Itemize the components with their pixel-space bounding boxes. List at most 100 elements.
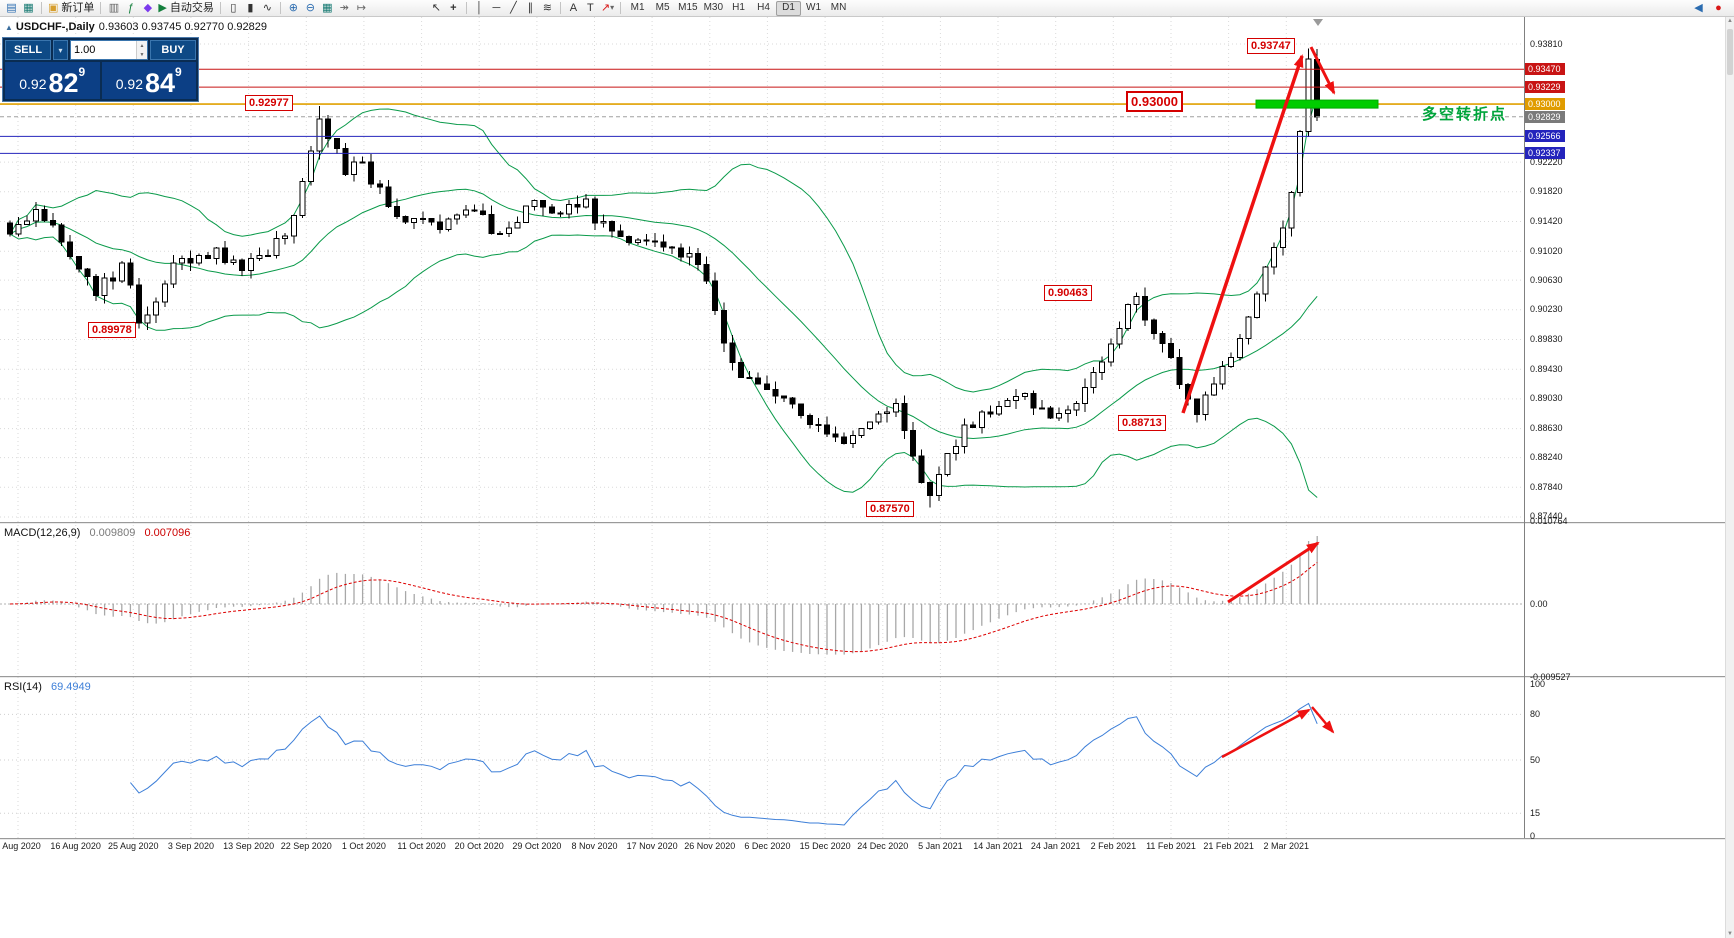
scrollbar-thumb[interactable] <box>1727 29 1733 75</box>
auto-scroll-button[interactable]: ↠ <box>336 1 353 16</box>
auto-trading-button[interactable]: ▶ 自动交易 <box>156 1 215 16</box>
buy-price-pip: 9 <box>175 65 182 79</box>
scroll-down-icon[interactable]: ▼ <box>1727 931 1733 937</box>
timeframe-m5-button[interactable]: M5 <box>650 1 675 16</box>
timeframe-mn-button[interactable]: MN <box>826 1 851 16</box>
metaeditor-button[interactable]: ◆ <box>139 1 156 16</box>
fibonacci-button[interactable]: ≋ <box>539 1 556 16</box>
channel-button[interactable]: ∥ <box>522 1 539 16</box>
volume-stepper[interactable]: ▲ ▼ <box>70 40 148 60</box>
key-level-highlight[interactable] <box>1255 99 1379 109</box>
timeframe-h4-button[interactable]: H4 <box>751 1 776 16</box>
new-chart-icon: ▤ <box>6 1 17 14</box>
price-level-lines[interactable] <box>0 68 1524 154</box>
crosshair-button[interactable]: + <box>445 1 462 16</box>
timeframe-m15-button[interactable]: M15 <box>675 1 700 16</box>
auto-trading-label: 自动交易 <box>169 1 214 14</box>
toolbar-right-group: ◀ ● <box>1690 1 1731 16</box>
cursor-button[interactable]: ↖ <box>428 1 445 16</box>
zoom-out-button[interactable]: ⊖ <box>302 1 319 16</box>
horizontal-line-icon: ─ <box>492 1 501 14</box>
bar-chart-button[interactable]: ▯ <box>225 1 242 16</box>
trendline-icon: ╱ <box>510 1 517 14</box>
trend-arrow[interactable] <box>1181 54 1304 414</box>
sell-price-button[interactable]: 0.92 82 9 <box>5 62 100 99</box>
trendline-button[interactable]: ╱ <box>505 1 522 16</box>
metaeditor-icon: ◆ <box>143 1 153 14</box>
toolbar-separator <box>219 2 221 14</box>
channel-icon: ∥ <box>527 1 534 14</box>
volume-dropdown[interactable]: ▾ <box>53 40 68 60</box>
toolbar-separator <box>620 2 622 14</box>
arrows-tool-button[interactable]: ↗ ▾ <box>599 1 616 16</box>
buy-price-big: 84 <box>145 68 176 99</box>
turning-point-note[interactable]: 多空转折点 <box>1422 106 1508 123</box>
price-divider <box>99 62 102 99</box>
profiles-button[interactable]: ▦ <box>20 1 37 16</box>
trend-arrow[interactable] <box>1309 46 1336 95</box>
timeframe-w1-button[interactable]: W1 <box>801 1 826 16</box>
record-button[interactable]: ● <box>1710 1 1727 16</box>
macd-value-main: 0.009809 <box>89 527 136 539</box>
trend-arrow[interactable] <box>1227 541 1320 604</box>
text-label-button[interactable]: T <box>582 1 599 16</box>
chart-shift-button[interactable]: ↦ <box>353 1 370 16</box>
zoom-in-icon: ⊕ <box>288 1 298 14</box>
horizontal-line-button[interactable]: ─ <box>488 1 505 16</box>
toolbar-separator <box>279 2 281 14</box>
candles <box>7 48 1321 508</box>
terminal-button[interactable]: ▥ <box>105 1 122 16</box>
vertical-line-button[interactable]: │ <box>471 1 488 16</box>
rsi-pane <box>0 702 1524 826</box>
line-chart-icon: ∿ <box>262 1 272 14</box>
spin-down-icon[interactable]: ▼ <box>139 51 145 58</box>
chart-title-line: ▲ USDCHF-,Daily 0.93603 0.93745 0.92770 0.… <box>5 21 267 33</box>
trade-panel-controls: SELL ▾ ▲ ▼ BUY <box>5 40 196 60</box>
chevron-down-icon: ▾ <box>58 45 63 55</box>
candlestick-icon: ▮ <box>247 1 254 14</box>
macd-histogram <box>0 536 1524 655</box>
chart-shift-icon: ↦ <box>356 1 366 14</box>
spin-up-icon[interactable]: ▲ <box>139 42 145 49</box>
indicators-button[interactable]: ƒ <box>122 1 139 16</box>
volume-input[interactable] <box>71 41 136 59</box>
timeframe-d1-button[interactable]: D1 <box>776 0 802 16</box>
new-order-button[interactable]: ▣ 新订单 <box>46 1 96 16</box>
line-chart-button[interactable]: ∿ <box>259 1 276 16</box>
bollinger-bands <box>9 95 1318 498</box>
terminal-icon: ▥ <box>108 1 120 14</box>
cursor-icon: ↖ <box>431 1 441 14</box>
zoom-in-button[interactable]: ⊕ <box>285 1 302 16</box>
toolbar-separator <box>100 2 102 14</box>
record-icon: ● <box>1715 1 1722 14</box>
toolbar-separator <box>559 2 561 14</box>
scroll-up-icon[interactable]: ▲ <box>1727 18 1733 24</box>
trend-arrow[interactable] <box>1311 706 1335 734</box>
timeframe-m1-button[interactable]: M1 <box>625 1 650 16</box>
text-tool-button[interactable]: A <box>565 1 582 16</box>
trend-arrow[interactable] <box>1221 708 1311 759</box>
ohlc-values: 0.93603 0.93745 0.92770 0.92829 <box>98 21 267 33</box>
candlestick-button[interactable]: ▮ <box>242 1 259 16</box>
pane-separators <box>0 17 1734 840</box>
sell-price-pip: 9 <box>78 65 86 79</box>
sell-button[interactable]: SELL <box>5 40 51 60</box>
vertical-scrollbar[interactable]: ▲ ▼ <box>1725 17 1734 938</box>
macd-signal-line <box>9 562 1318 653</box>
new-chart-button[interactable]: ▤ <box>3 1 20 16</box>
one-click-collapse-icon[interactable]: ▲ <box>5 23 13 32</box>
chart-back-button[interactable]: ◀ <box>1690 1 1707 16</box>
rsi-header: RSI(14) 69.4949 <box>4 681 91 693</box>
buy-price-base: 0.92 <box>115 76 143 93</box>
tile-windows-button[interactable]: ▦ <box>319 1 336 16</box>
volume-spinner[interactable]: ▲ ▼ <box>136 41 147 59</box>
buy-button[interactable]: BUY <box>150 40 196 60</box>
timeframe-h1-button[interactable]: H1 <box>726 1 751 16</box>
buy-price-button[interactable]: 0.92 84 9 <box>101 62 196 99</box>
timeframe-m30-button[interactable]: M30 <box>701 1 726 16</box>
toolbar-separator <box>465 2 467 14</box>
chart-shift-marker[interactable] <box>1313 19 1323 26</box>
rsi-line <box>130 702 1318 826</box>
